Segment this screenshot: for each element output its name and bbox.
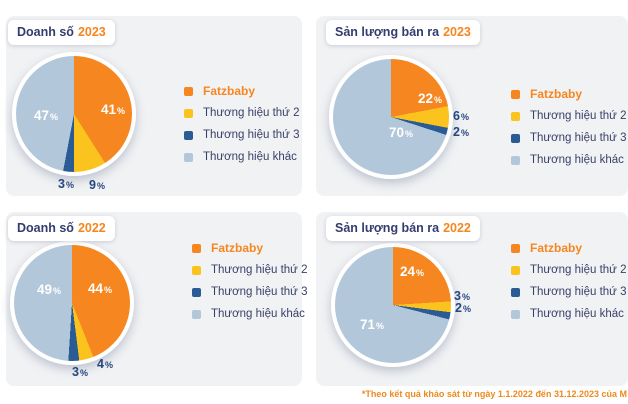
legend-swatch-brand3 bbox=[511, 133, 520, 143]
legend: Fatzbaby Thương hiệu thứ 2 Thương hiệu t… bbox=[511, 241, 626, 321]
pie-san-luong-2022 bbox=[331, 243, 455, 367]
chart-card-san-luong-2022: Sản lượng bán ra 2022 24% 3% 2% 71% Fatzb… bbox=[316, 212, 628, 386]
chart-title: Sản lượng bán ra bbox=[335, 221, 440, 235]
legend-item-brand3: Thương hiệu thứ 3 bbox=[511, 131, 626, 145]
legend-item-brand3: Thương hiệu thứ 3 bbox=[511, 285, 626, 299]
chart-card-doanh-so-2022: Doanh số 2022 44% 4% 3% 49% Fatzbaby Thươ… bbox=[6, 212, 307, 386]
legend-swatch-brand2 bbox=[192, 265, 201, 275]
pie-label-brand2: 6% bbox=[453, 109, 469, 123]
pie-san-luong-2023 bbox=[329, 55, 453, 179]
pie-doanh-so-2022 bbox=[10, 241, 134, 365]
legend: Fatzbaby Thương hiệu thứ 2 Thương hiệu t… bbox=[511, 87, 626, 167]
chart-title-badge: Doanh số 2023 bbox=[8, 20, 115, 45]
legend-swatch-brand3 bbox=[192, 287, 201, 297]
legend: Fatzbaby Thương hiệu thứ 2 Thương hiệu t… bbox=[184, 84, 299, 164]
legend-swatch-fatzbaby bbox=[184, 86, 193, 96]
pie-label-brand3: 2% bbox=[455, 301, 471, 315]
legend-item-fatzbaby: Fatzbaby bbox=[184, 84, 299, 98]
pie-doanh-so-2023 bbox=[12, 52, 136, 176]
chart-year: 2022 bbox=[443, 221, 471, 235]
legend-item-others: Thương hiệu khác bbox=[192, 307, 307, 321]
legend-swatch-others bbox=[511, 309, 520, 319]
chart-year: 2023 bbox=[77, 25, 106, 39]
pie-label-brand3: 3% bbox=[58, 177, 74, 191]
survey-footnote: *Theo kết quả khảo sát từ ngày 1.1.2022 … bbox=[361, 389, 627, 399]
chart-year: 2022 bbox=[77, 221, 106, 235]
pie-label-brand2: 3% bbox=[454, 289, 470, 303]
legend-item-fatzbaby: Fatzbaby bbox=[511, 241, 626, 255]
legend-swatch-brand2 bbox=[511, 265, 520, 275]
pie-label-fatzbaby: 24% bbox=[399, 264, 425, 279]
legend-item-others: Thương hiệu khác bbox=[511, 153, 626, 167]
pie-label-fatzbaby: 41% bbox=[100, 102, 126, 117]
chart-card-san-luong-2023: Sản lượng bán ra 2023 22% 6% 2% 70% Fatzb… bbox=[316, 16, 628, 196]
legend-swatch-brand3 bbox=[184, 130, 193, 140]
legend-item-brand2: Thương hiệu thứ 2 bbox=[511, 109, 626, 123]
pie-label-brand2: 9% bbox=[89, 178, 105, 192]
chart-title-badge: Sản lượng bán ra 2023 bbox=[326, 20, 480, 45]
pie-label-fatzbaby: 44% bbox=[87, 281, 113, 296]
pie-label-others: 71% bbox=[359, 317, 385, 332]
legend-swatch-others bbox=[511, 155, 520, 165]
pie-label-others: 47% bbox=[33, 108, 59, 123]
pie-label-others: 49% bbox=[36, 282, 62, 297]
legend-item-brand3: Thương hiệu thứ 3 bbox=[192, 285, 307, 299]
legend: Fatzbaby Thương hiệu thứ 2 Thương hiệu t… bbox=[192, 241, 307, 321]
legend-swatch-fatzbaby bbox=[511, 89, 520, 99]
pie-label-brand3: 2% bbox=[453, 125, 469, 139]
chart-title: Doanh số bbox=[17, 25, 74, 39]
legend-item-brand2: Thương hiệu thứ 2 bbox=[184, 106, 299, 120]
chart-year: 2023 bbox=[443, 25, 471, 39]
legend-item-fatzbaby: Fatzbaby bbox=[511, 87, 626, 101]
legend-swatch-brand2 bbox=[511, 111, 520, 121]
legend-item-fatzbaby: Fatzbaby bbox=[192, 241, 307, 255]
legend-swatch-fatzbaby bbox=[511, 243, 520, 253]
legend-swatch-others bbox=[192, 309, 201, 319]
pie-label-brand2: 4% bbox=[97, 357, 113, 371]
legend-swatch-brand2 bbox=[184, 108, 193, 118]
legend-item-brand2: Thương hiệu thứ 2 bbox=[511, 263, 626, 277]
legend-swatch-others bbox=[184, 152, 193, 162]
legend-item-others: Thương hiệu khác bbox=[184, 150, 299, 164]
chart-title-badge: Sản lượng bán ra 2022 bbox=[326, 216, 480, 241]
legend-swatch-fatzbaby bbox=[192, 243, 201, 253]
chart-title: Doanh số bbox=[17, 221, 74, 235]
pie-label-others: 70% bbox=[388, 125, 414, 140]
pie-label-fatzbaby: 22% bbox=[417, 91, 443, 106]
legend-item-brand3: Thương hiệu thứ 3 bbox=[184, 128, 299, 142]
legend-item-brand2: Thương hiệu thứ 2 bbox=[192, 263, 307, 277]
chart-title-badge: Doanh số 2022 bbox=[8, 216, 115, 241]
legend-item-others: Thương hiệu khác bbox=[511, 307, 626, 321]
pie-label-brand3: 3% bbox=[72, 365, 88, 379]
legend-swatch-brand3 bbox=[511, 287, 520, 297]
chart-title: Sản lượng bán ra bbox=[335, 25, 440, 39]
chart-card-doanh-so-2023: Doanh số 2023 41% 9% 3% 47% Fatzbaby Thươ… bbox=[6, 16, 302, 196]
